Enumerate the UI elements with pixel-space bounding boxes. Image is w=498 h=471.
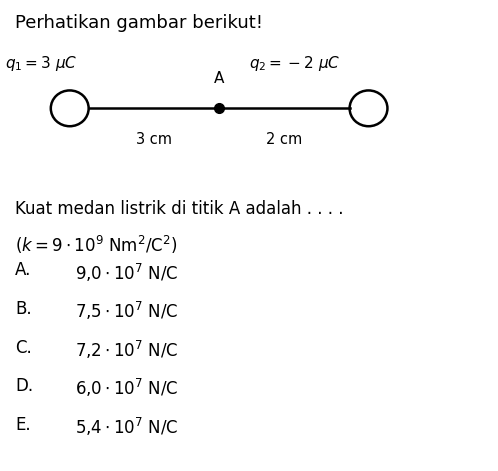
Text: D.: D. [15,377,33,395]
Text: $7{,}2 \cdot 10^7\ \mathrm{N/C}$: $7{,}2 \cdot 10^7\ \mathrm{N/C}$ [75,339,178,361]
Text: A: A [214,71,224,86]
Text: $q_1 = 3\ \mu C$: $q_1 = 3\ \mu C$ [5,54,78,73]
Text: 2 cm: 2 cm [266,132,302,147]
Text: Perhatikan gambar berikut!: Perhatikan gambar berikut! [15,14,263,32]
Text: $5{,}4 \cdot 10^7\ \mathrm{N/C}$: $5{,}4 \cdot 10^7\ \mathrm{N/C}$ [75,416,178,438]
Text: Kuat medan listrik di titik A adalah . . . .: Kuat medan listrik di titik A adalah . .… [15,200,344,218]
Text: $7{,}5 \cdot 10^7\ \mathrm{N/C}$: $7{,}5 \cdot 10^7\ \mathrm{N/C}$ [75,300,178,322]
Text: $9{,}0 \cdot 10^7\ \mathrm{N/C}$: $9{,}0 \cdot 10^7\ \mathrm{N/C}$ [75,261,178,284]
Text: 3 cm: 3 cm [136,132,172,147]
Text: E.: E. [15,416,30,434]
Text: C.: C. [15,339,32,357]
Text: $q_2 = -2\ \mu C$: $q_2 = -2\ \mu C$ [249,54,340,73]
Text: $6{,}0 \cdot 10^7\ \mathrm{N/C}$: $6{,}0 \cdot 10^7\ \mathrm{N/C}$ [75,377,178,399]
Text: $(k = 9 \cdot 10^9\ \mathrm{Nm^2/C^2})$: $(k = 9 \cdot 10^9\ \mathrm{Nm^2/C^2})$ [15,234,177,256]
Text: B.: B. [15,300,31,318]
Text: A.: A. [15,261,31,279]
